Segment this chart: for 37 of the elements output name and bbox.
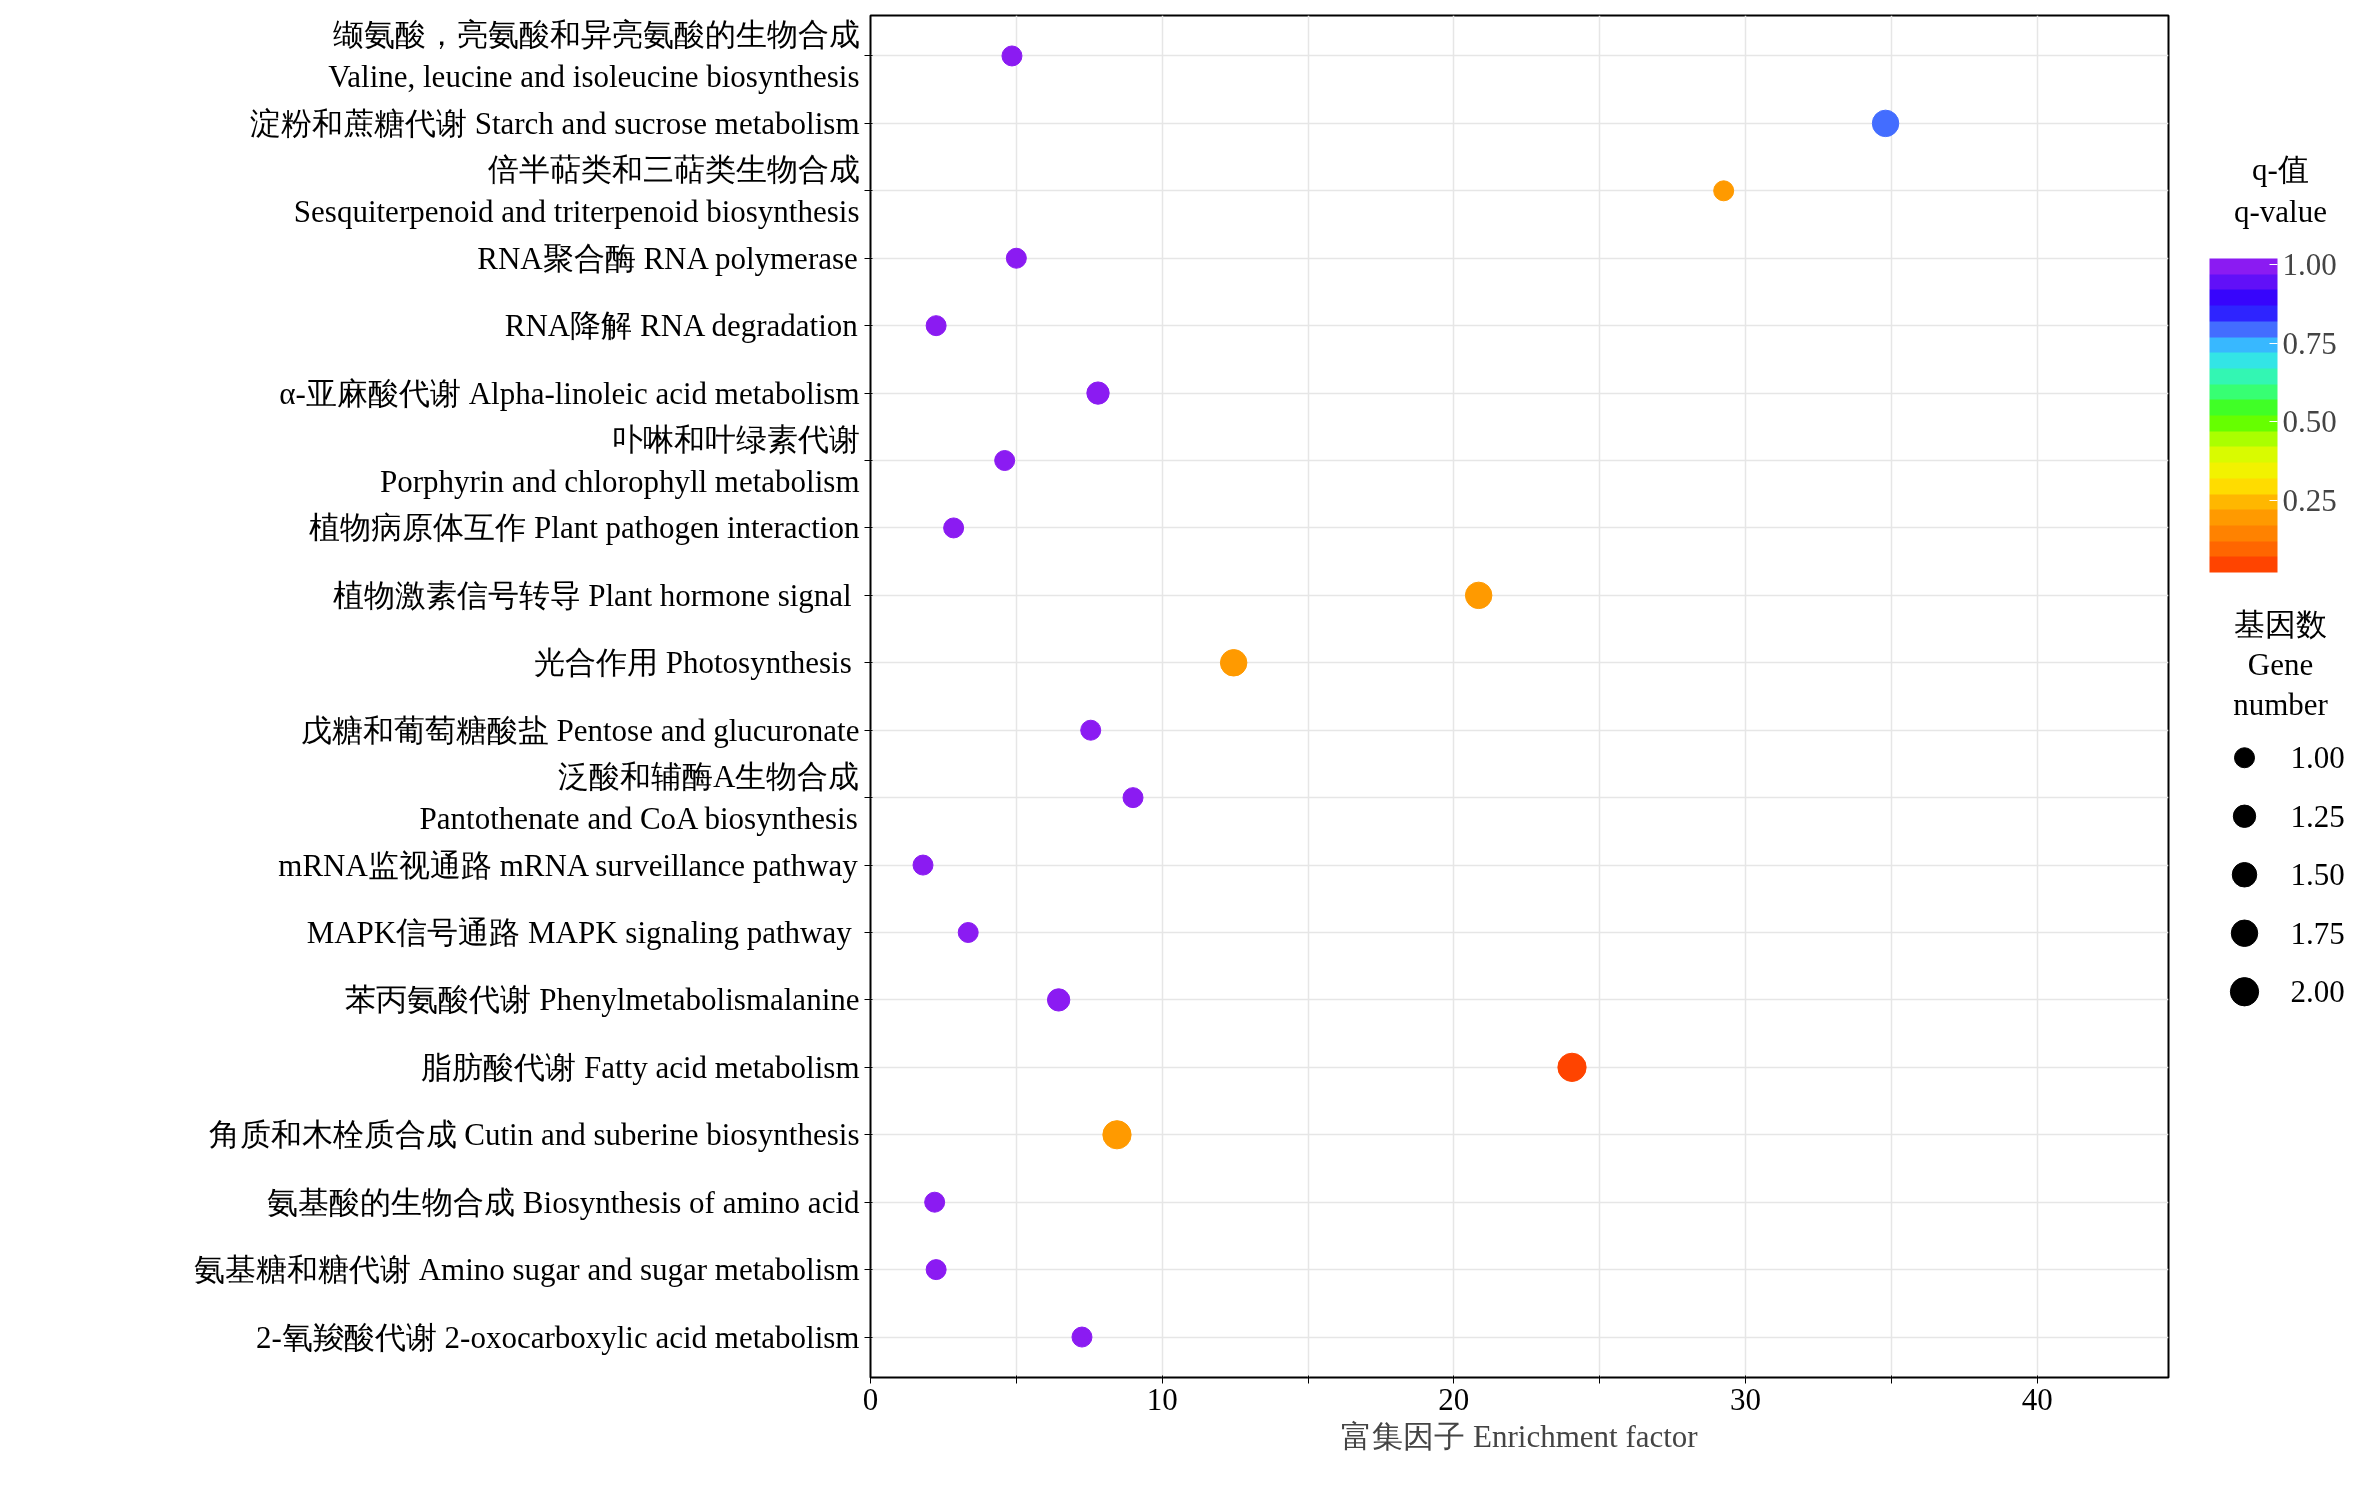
y-tick-label: 卟啉和叶绿素代谢 Porphyrin and chlorophyll metabolism [379, 422, 860, 500]
x-tick-label: 10 [1146, 1381, 1178, 1417]
color-bar-label: 0.25 [2282, 482, 2337, 518]
y-tick-label: 氨基酸的生物合成 Biosynthesis of amino acid [267, 1184, 860, 1220]
x-axis-title: 富集因子 Enrichment factor [1341, 1418, 1699, 1454]
legend-label: 1.00 [2290, 740, 2345, 776]
y-tick-label: RNA聚合酶 RNA polymerase [477, 240, 858, 276]
x-tick-label: 20 [1438, 1381, 1470, 1417]
color-bar-title: q-值 q-value [2234, 151, 2327, 229]
y-tick-label: 植物激素信号转导 Plant hormone signal [332, 577, 852, 613]
y-tick-label: 倍半萜类和三萜类生物合成 Sesquiterpenoid and triterpenoid biosynthesis [293, 152, 860, 230]
y-tick-label: 脂肪酸代谢 Fatty acid metabolism [421, 1049, 860, 1085]
x-tick-label: 30 [1730, 1381, 1762, 1417]
y-tick-label: 缬氨酸，亮氨酸和异亮氨酸的生物合成 Valine, leucine and isoleucine biosynthesis [328, 17, 860, 95]
legend-label: 2.00 [2290, 974, 2345, 1010]
x-tick-label: 0 [862, 1381, 879, 1417]
legend-label: 1.25 [2290, 798, 2345, 834]
x-tick-label: 40 [2021, 1381, 2053, 1417]
y-tick-label: α-亚麻酸代谢 Alpha-linoleic acid metabolism [279, 375, 860, 411]
legend-label: 1.50 [2290, 857, 2345, 893]
legend-label: 1.75 [2290, 915, 2345, 951]
y-tick-label: 植物病原体互作 Plant pathogen interaction [309, 510, 860, 546]
y-tick-label: 苯丙氨酸代谢 Phenylmetabolismalanine [345, 982, 860, 1018]
legend-title: 基因数 Gene number [2233, 606, 2329, 723]
y-tick-label: mRNA监视通路 mRNA surveillance pathway [278, 847, 859, 883]
color-bar-label: 0.50 [2282, 404, 2337, 440]
y-tick-label: 淀粉和蔗糖代谢 Starch and sucrose metabolism [249, 105, 860, 141]
y-tick-label: RNA降解 RNA degradation [504, 308, 859, 344]
y-tick-label: 角质和木栓质合成 Cutin and suberine biosynthesis [208, 1117, 860, 1153]
y-tick-label: 泛酸和辅酶A生物合成 Pantothenate and CoA biosynthesis [419, 759, 860, 837]
y-tick-label: 光合作用 Photosynthesis [533, 645, 852, 681]
y-tick-label: MAPK信号通路 MAPK signaling pathway [306, 914, 853, 950]
color-bar-label: 1.00 [2282, 247, 2337, 283]
y-tick-label: 2-氧羧酸代谢 2-oxocarboxylic acid metabolism [256, 1319, 860, 1355]
y-tick-label: 戊糖和葡萄糖酸盐 Pentose and glucuronate [300, 712, 860, 748]
y-tick-label: 氨基糖和糖代谢 Amino sugar and sugar metabolism [193, 1252, 860, 1288]
color-bar-label: 0.75 [2282, 325, 2337, 361]
